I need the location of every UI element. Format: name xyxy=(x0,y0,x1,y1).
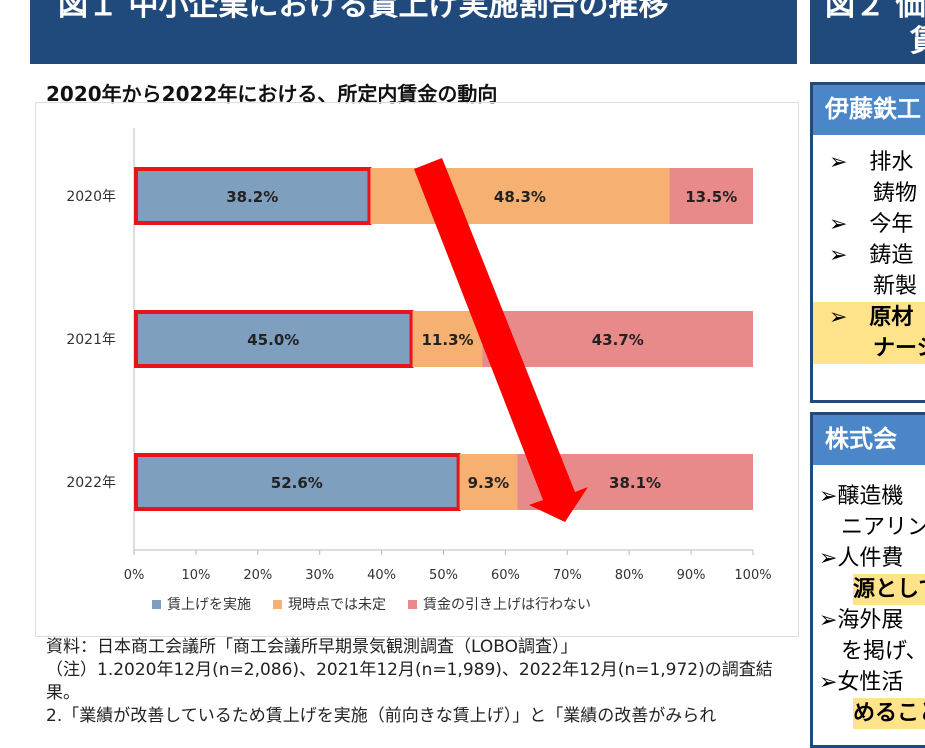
panel2-item: ➢海外展 xyxy=(819,608,904,633)
x-tick-label: 70% xyxy=(553,568,582,583)
category-label: 2020年 xyxy=(66,189,116,205)
highlight-outline xyxy=(134,167,372,225)
figure2-title-line2: 賃 xyxy=(910,16,925,60)
figure1-title: 図１ 中小企業における賃上げ実施割合の推移 xyxy=(58,0,669,23)
legend-label: 賃金の引き上げは行わない xyxy=(423,597,591,613)
panel2-item: ➢人件費 xyxy=(819,546,904,571)
stacked-bar-chart: 0% 10% 20% 30% 40% 50% 60% 70% 80% 90% 100% 2020年 38… xyxy=(66,128,772,613)
bar-segment xyxy=(134,168,371,224)
category-label: 2021年 xyxy=(66,332,116,348)
panel1-item: 鋳物 xyxy=(829,181,918,206)
figure2-title: 図２ 価 xyxy=(825,0,925,23)
legend-label: 現時点では未定 xyxy=(288,597,386,613)
x-tick-label: 40% xyxy=(367,568,396,583)
data-label: 48.3% xyxy=(494,188,546,206)
panel2-item: ➢醸造機 xyxy=(819,484,904,509)
panel2-item: を掲げ、 xyxy=(819,639,925,664)
legend-swatch xyxy=(152,600,161,609)
bar-segment xyxy=(482,311,753,367)
data-label: 13.5% xyxy=(685,188,737,206)
panel2-highlight: 源として xyxy=(853,574,925,605)
trend-arrow xyxy=(414,158,588,522)
note-source: 資料：日本商工会議所「商工会議所早期景気観測調査（LOBO調査）」 xyxy=(46,637,578,657)
bar-segment xyxy=(669,168,753,224)
x-tick-label: 100% xyxy=(734,568,771,583)
x-tick-label: 90% xyxy=(677,568,706,583)
bar-segment xyxy=(134,454,460,510)
data-label: 52.6% xyxy=(271,474,323,492)
x-tick-label: 80% xyxy=(615,568,644,583)
highlight-outline xyxy=(134,310,414,368)
data-label: 38.2% xyxy=(226,188,278,206)
bar-segment xyxy=(412,311,483,367)
x-tick-label: 10% xyxy=(181,568,210,583)
x-tick-label: 30% xyxy=(305,568,334,583)
bar-segment xyxy=(459,454,518,510)
panel1-item: ➢ 排水 xyxy=(829,150,914,175)
source-notes: 資料：日本商工会議所「商工会議所早期景気観測調査（LOBO調査）」 （注）1.2… xyxy=(46,636,796,728)
data-label: 11.3% xyxy=(422,331,474,349)
panel1-item: 新製 xyxy=(829,274,918,299)
panel2-item: ニアリン xyxy=(819,515,925,540)
x-tick-label: 0% xyxy=(124,568,145,583)
note-1: （注）1.2020年12月(n=2,086)、2021年12月(n=1,989)… xyxy=(46,660,773,703)
chart-area xyxy=(35,102,799,637)
note-2: 2.「業績が改善しているため賃上げを実施（前向きな賃上げ）」と「業績の改善がみら… xyxy=(46,706,717,726)
company-panel-2: 株式会 ➢醸造機 ニアリン ➢人件費 源として ➢海外展 を掲げ、 ➢女性活 め… xyxy=(810,412,925,748)
figure2-header: 図２ 価賃 xyxy=(810,0,925,64)
bar-segment xyxy=(134,311,413,367)
panel2-highlight: めること xyxy=(853,698,925,729)
panel2-title: 株式会 xyxy=(813,415,925,465)
panel2-item: ➢女性活 xyxy=(819,670,904,695)
x-tick-label: 50% xyxy=(429,568,458,583)
data-label: 45.0% xyxy=(247,331,299,349)
legend-swatch xyxy=(408,600,417,609)
legend-swatch xyxy=(273,600,282,609)
panel1-item: ➢ 今年 xyxy=(829,212,914,237)
category-label: 2022年 xyxy=(66,475,116,491)
highlight-outline xyxy=(134,453,461,511)
figure1-header: 図１ 中小企業における賃上げ実施割合の推移 xyxy=(30,0,797,64)
x-tick-label: 20% xyxy=(243,568,272,583)
x-tick-label: 60% xyxy=(491,568,520,583)
company-panel-1: 伊藤鉄工 ➢ 排水 鋳物 ➢ 今年 ➢ 鋳造 新製 ➢ 原材 ナーシ xyxy=(810,82,925,403)
legend-label: 賃上げを実施 xyxy=(167,597,251,613)
data-label: 38.1% xyxy=(609,474,661,492)
panel1-title: 伊藤鉄工 xyxy=(813,85,925,135)
panel1-highlight: ナーシ xyxy=(813,333,925,364)
panel1-item: ➢ 鋳造 xyxy=(829,243,914,268)
data-label: 43.7% xyxy=(592,331,644,349)
panel1-highlight: ➢ 原材 xyxy=(813,302,925,333)
data-label: 9.3% xyxy=(468,474,510,492)
